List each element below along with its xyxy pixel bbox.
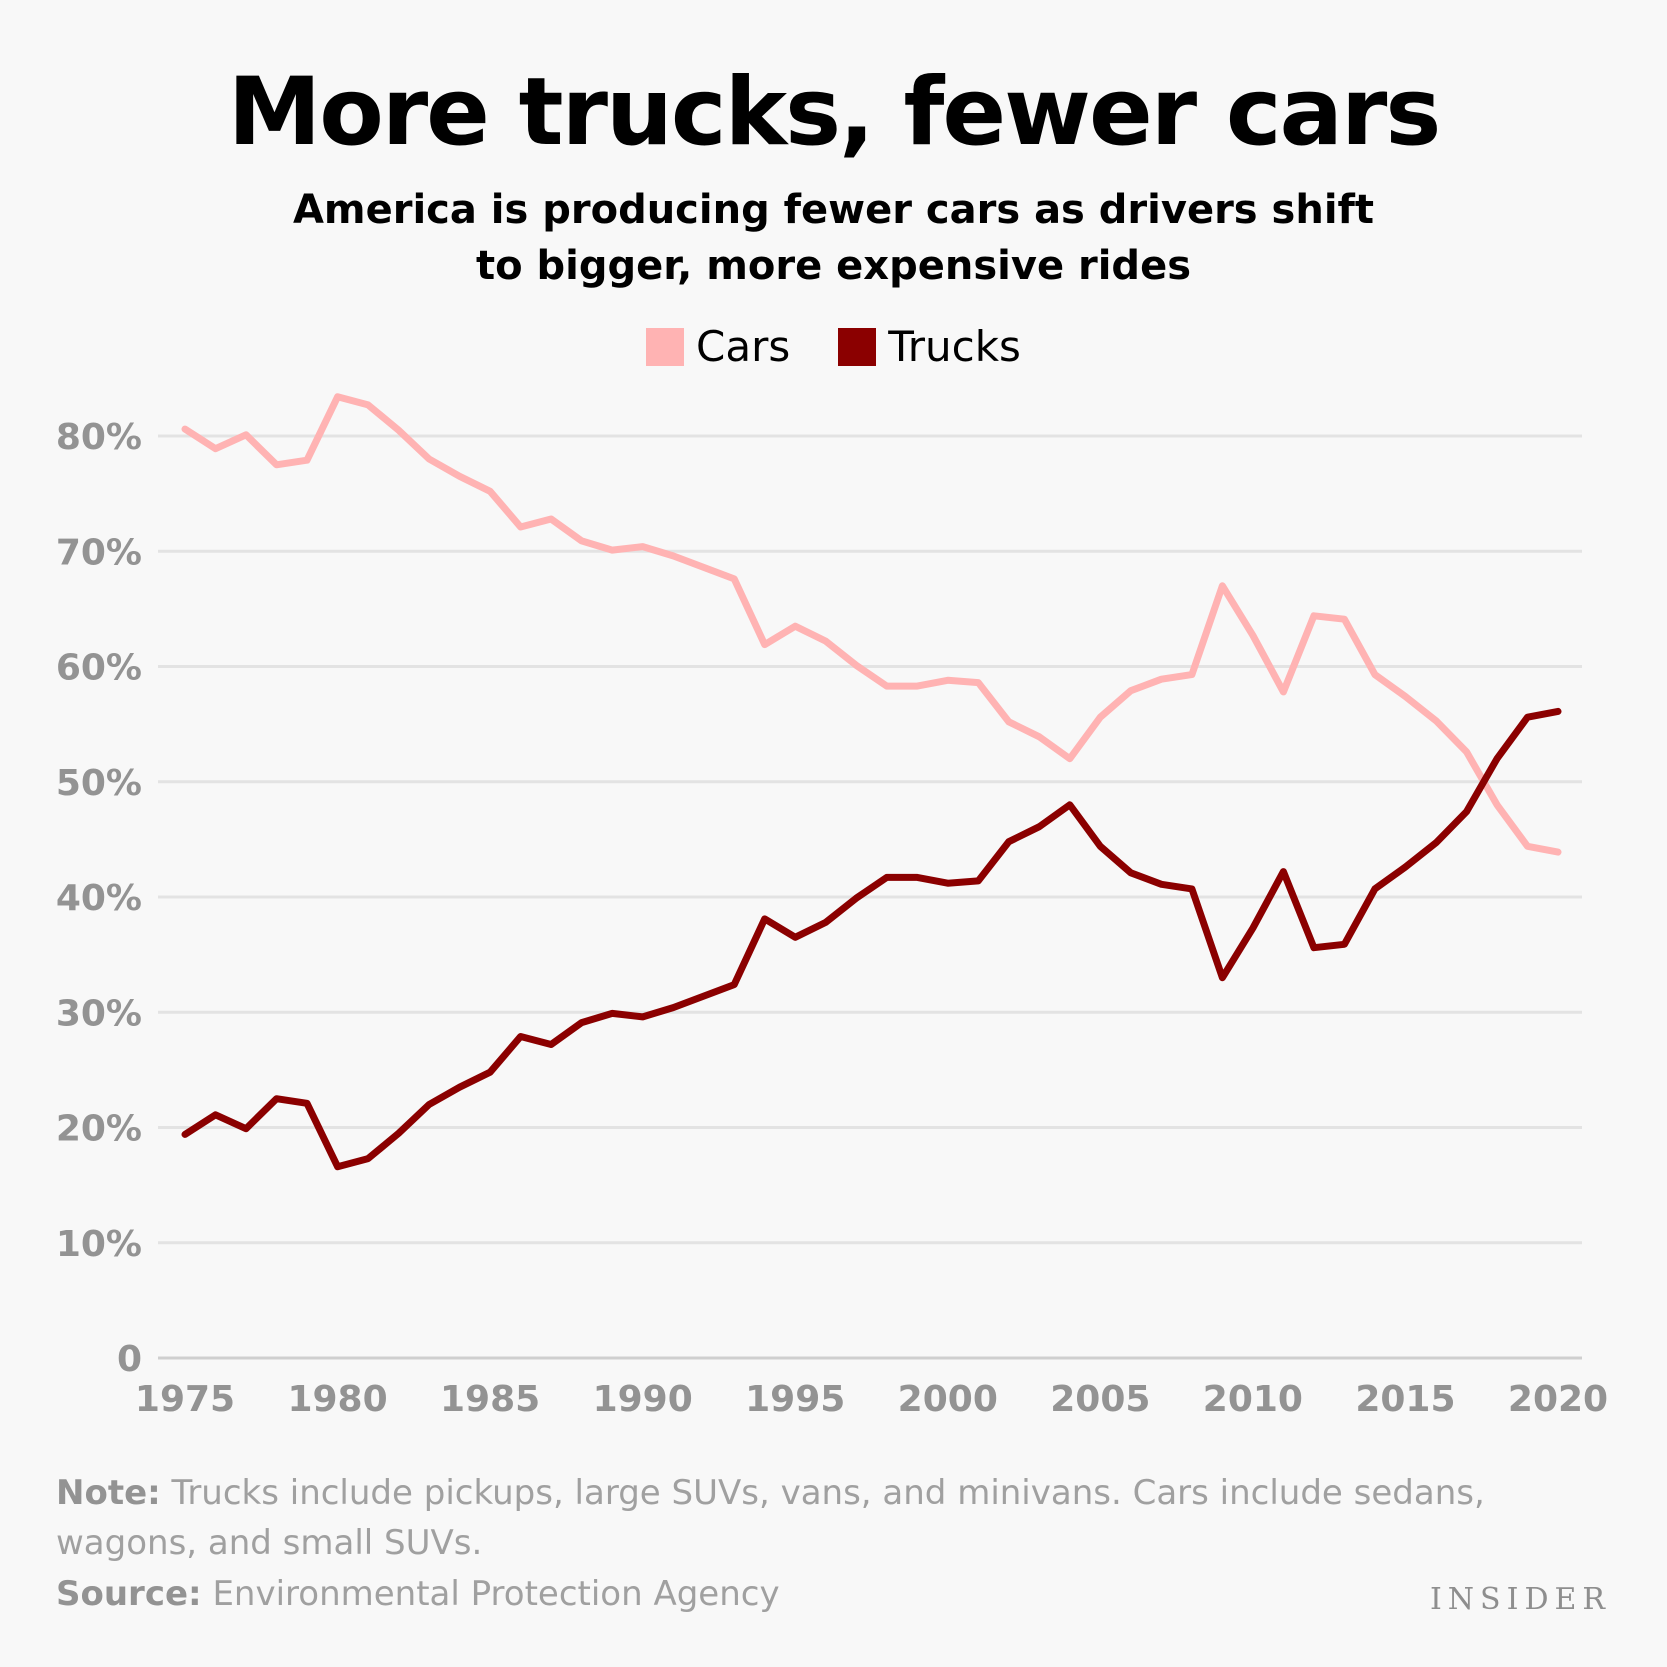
x-tick-label: 2000 — [898, 1379, 998, 1420]
y-tick-label: 0 — [117, 1339, 142, 1380]
legend-item-trucks: Trucks — [838, 322, 1021, 371]
subtitle-line-2: to bigger, more expensive rides — [476, 243, 1191, 289]
y-tick-label: 40% — [56, 878, 142, 919]
y-tick-label: 30% — [56, 993, 142, 1034]
chart-subtitle: America is producing fewer cars as drive… — [200, 182, 1467, 294]
y-tick-label: 50% — [56, 763, 142, 804]
subtitle-line-1: America is producing fewer cars as drive… — [292, 187, 1375, 233]
brand-logo: INSIDER — [1429, 1582, 1611, 1617]
series-line-trucks — [181, 707, 1562, 1171]
line-chart: 0 10% 20% 30% 40% 50% 60% 70% 80% 1975 1980 1985 199… — [56, 393, 1608, 1420]
legend-label-cars: Cars — [696, 322, 791, 371]
x-tick-label: 1980 — [287, 1379, 387, 1420]
y-tick-label: 60% — [56, 648, 142, 689]
series-line-cars — [181, 393, 1562, 856]
chart-title: More trucks, fewer cars — [227, 58, 1442, 167]
x-tick-label: 1995 — [745, 1379, 845, 1420]
chart-note: Note: Trucks include pickups, large SUVs… — [56, 1468, 1556, 1568]
y-tick-label: 70% — [56, 532, 142, 573]
source-label: Source: — [56, 1574, 202, 1614]
x-tick-label: 2015 — [1355, 1379, 1455, 1420]
y-tick-label: 20% — [56, 1109, 142, 1150]
y-tick-label: 80% — [56, 417, 142, 458]
x-tick-label: 1975 — [135, 1379, 235, 1420]
x-tick-label: 2020 — [1508, 1379, 1608, 1420]
chart-source: Source: Environmental Protection Agency — [56, 1574, 780, 1614]
y-tick-label: 10% — [56, 1224, 142, 1265]
x-tick-label: 2010 — [1203, 1379, 1303, 1420]
x-tick-label: 1985 — [440, 1379, 540, 1420]
legend-label-trucks: Trucks — [888, 322, 1021, 371]
note-text: Trucks include pickups, large SUVs, vans… — [56, 1473, 1485, 1563]
note-label: Note: — [56, 1473, 161, 1513]
x-tick-label: 1990 — [593, 1379, 693, 1420]
x-tick-label: 2005 — [1050, 1379, 1150, 1420]
source-text: Environmental Protection Agency — [201, 1574, 780, 1614]
legend-swatch-cars — [646, 327, 685, 366]
legend: Cars Trucks — [0, 322, 1667, 371]
legend-item-cars: Cars — [646, 322, 790, 371]
legend-swatch-trucks — [838, 327, 877, 366]
